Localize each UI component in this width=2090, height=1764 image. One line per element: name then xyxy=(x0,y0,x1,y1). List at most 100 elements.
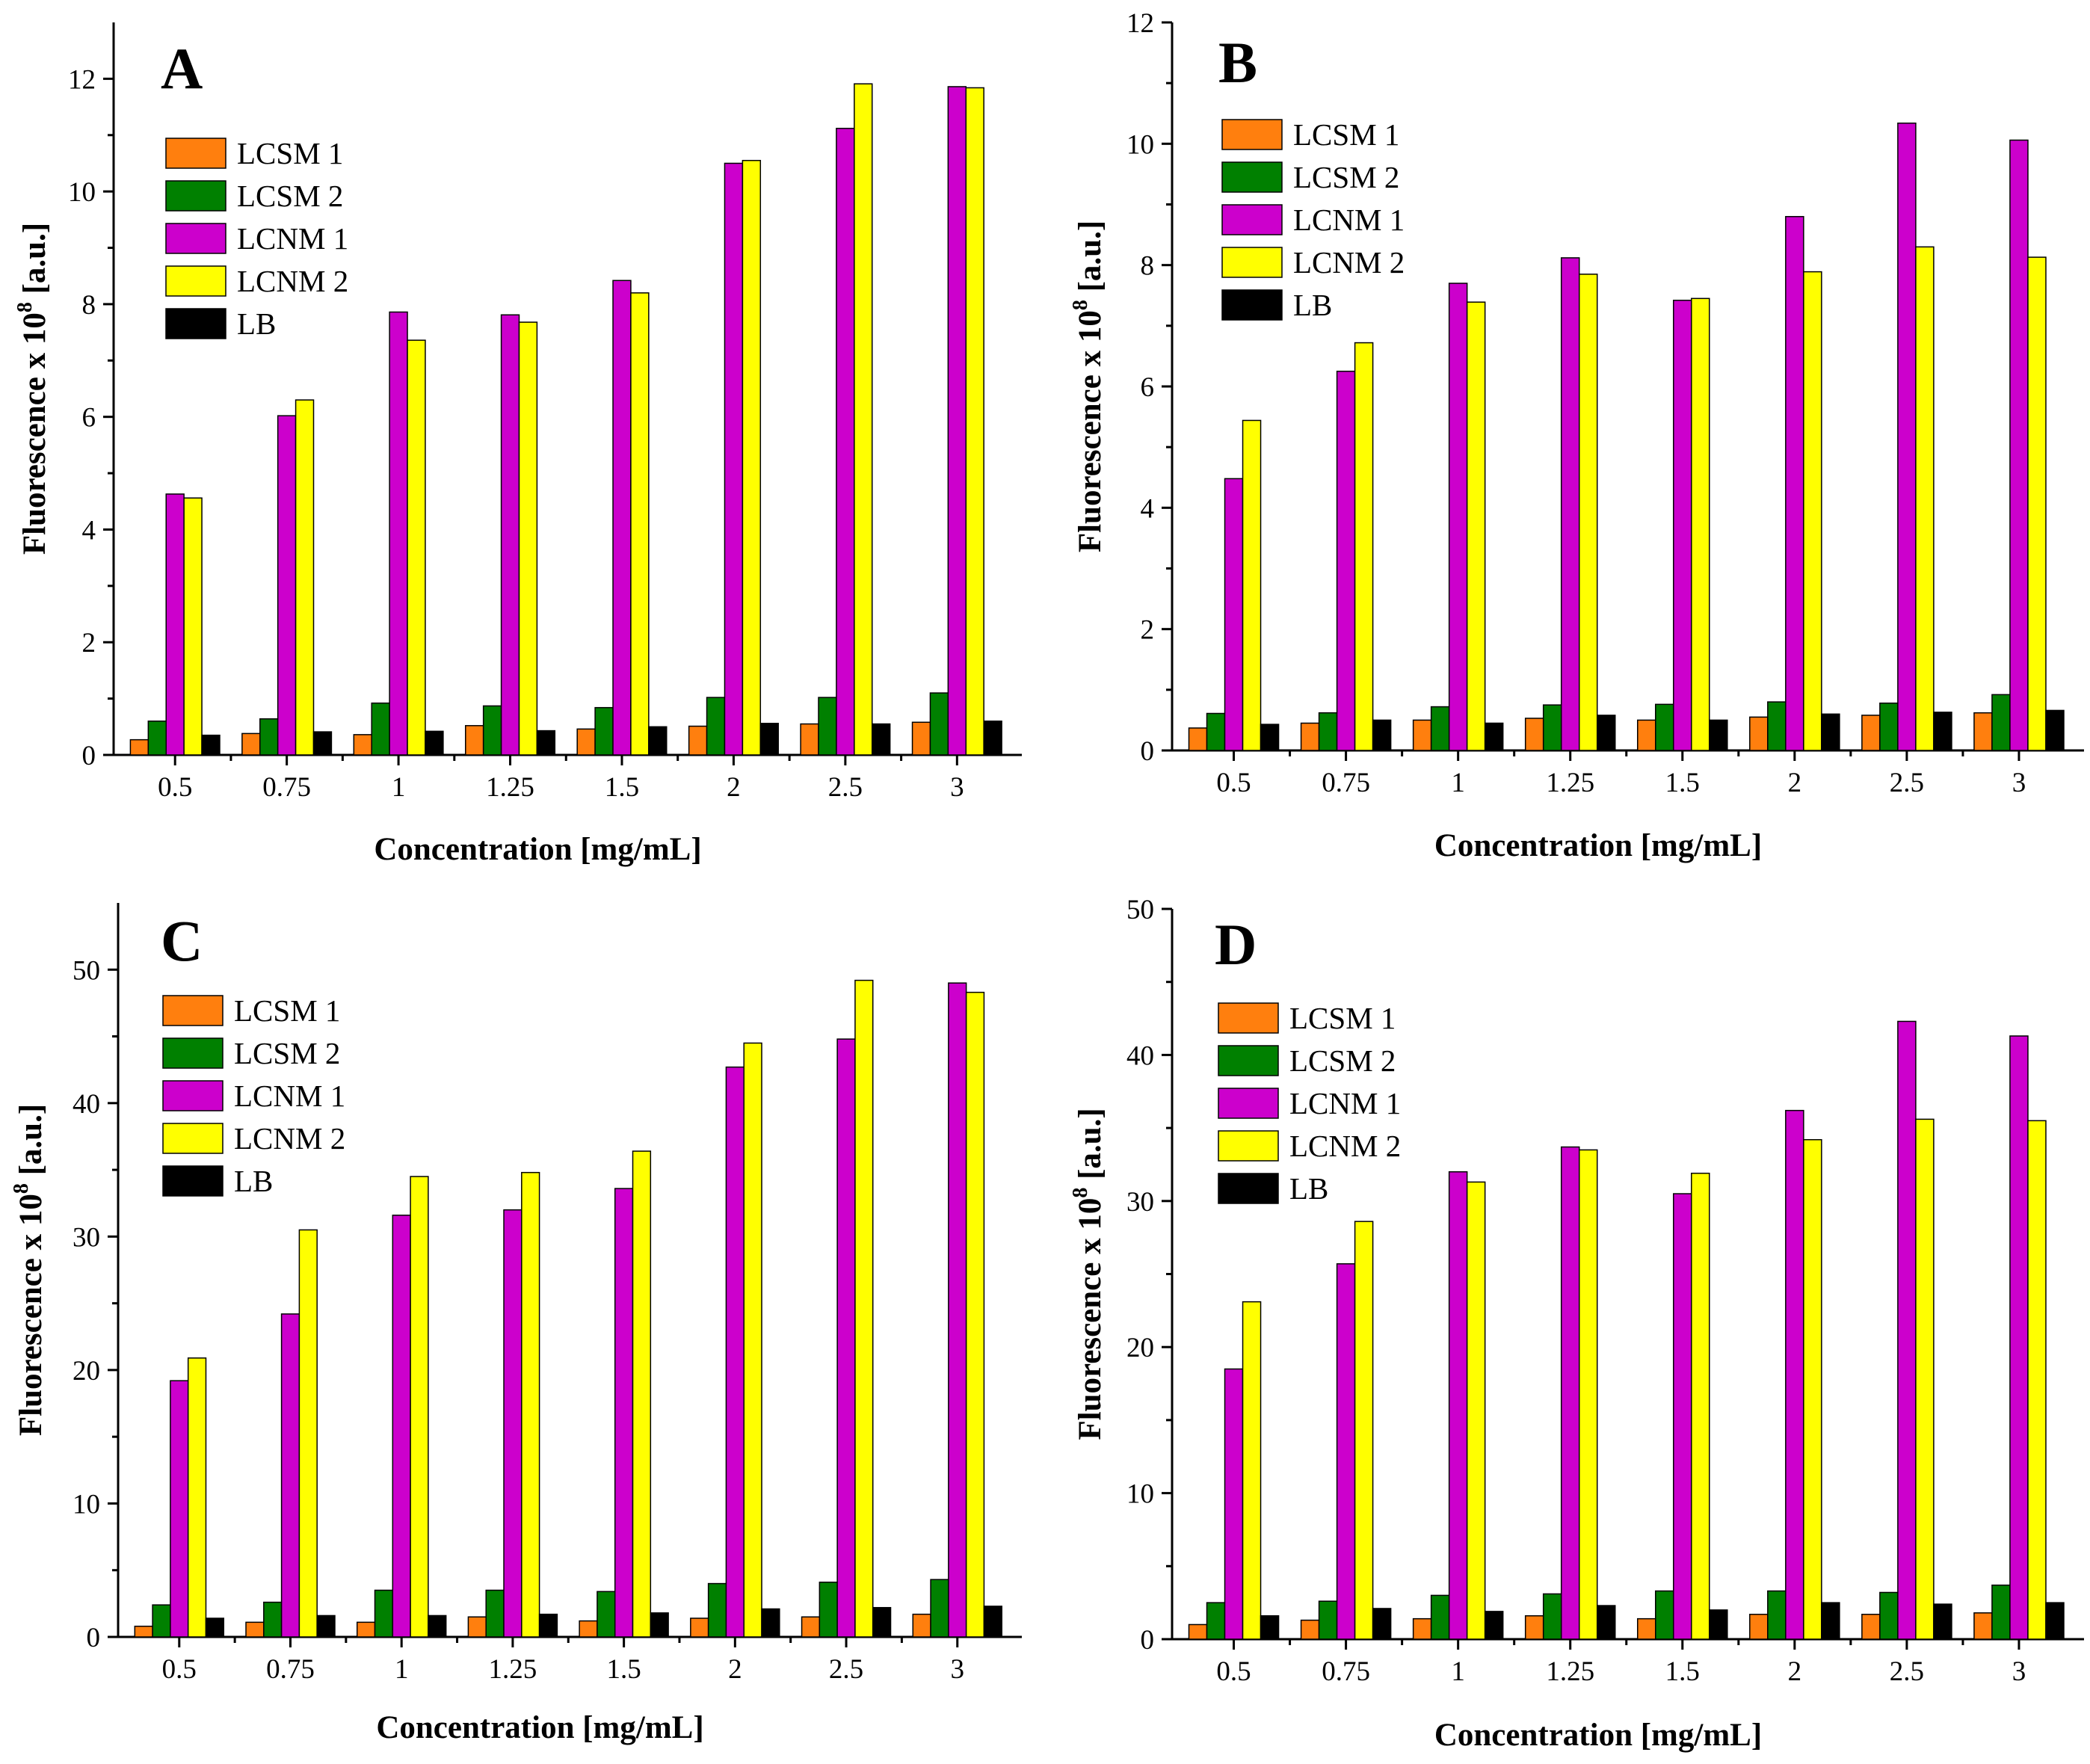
x-tick-label: 2 xyxy=(1788,1656,1802,1687)
x-axis-title: Concentration [mg/mL] xyxy=(376,1710,703,1745)
bar-lcnm-2 xyxy=(965,87,984,756)
y-axis-title-exponent: 8 xyxy=(1069,1188,1092,1198)
bar-lcsm-2 xyxy=(1991,694,2011,751)
bar-lcsm-2 xyxy=(1206,712,1226,751)
x-tick-label: 3 xyxy=(2012,768,2026,798)
bar-lcsm-2 xyxy=(1430,1594,1450,1640)
x-tick-label: 1 xyxy=(1451,1656,1465,1687)
bar-lcsm-2 xyxy=(597,1591,616,1638)
legend-label: LB xyxy=(1293,288,1332,322)
bar-lb xyxy=(1260,724,1280,751)
bar-lb xyxy=(1484,722,1504,751)
bar-lcnm-1 xyxy=(1560,257,1580,751)
legend-swatch xyxy=(1218,1002,1279,1034)
bar-lcnm-1 xyxy=(1897,1020,1917,1640)
bar-lcnm-2 xyxy=(1242,419,1262,751)
bar-lcsm-1 xyxy=(911,721,931,756)
chart-panel-D: 0 10 20 30 40 50 0.5 0.75 1 1.25 1.5 2 2.5 3 D Concentr… xyxy=(1069,895,2084,1753)
y-tick-label: 4 xyxy=(1141,493,1155,524)
bar-lcnm-1 xyxy=(1673,1193,1692,1640)
x-tick-label: 0.5 xyxy=(158,772,192,803)
legend-label: LCSM 2 xyxy=(1293,160,1399,194)
x-tick-label: 2.5 xyxy=(1890,768,1924,798)
bar-lcnm-2 xyxy=(1466,1181,1486,1640)
bar-lcnm-2 xyxy=(632,1150,652,1638)
bar-lcsm-2 xyxy=(259,718,279,756)
y-tick-label: 40 xyxy=(1126,1040,1154,1071)
x-tick-label: 1.5 xyxy=(605,772,639,803)
legend-label: LCNM 2 xyxy=(1289,1129,1401,1163)
bar-lcnm-1 xyxy=(1224,1368,1244,1640)
legend-swatch xyxy=(1218,1045,1279,1076)
bar-lcnm-1 xyxy=(280,1313,300,1638)
bar-lcnm-1 xyxy=(1224,478,1244,751)
bar-lcsm-2 xyxy=(1879,1591,1899,1640)
bar-lcsm-1 xyxy=(1861,1614,1881,1640)
y-tick-label: 30 xyxy=(1126,1187,1154,1218)
bar-lcnm-2 xyxy=(1242,1301,1262,1640)
bar-lcsm-2 xyxy=(1206,1602,1226,1640)
bar-lcsm-2 xyxy=(1655,1590,1674,1640)
panel-letter: B xyxy=(1218,30,1257,95)
bar-lcnm-1 xyxy=(1448,1171,1468,1640)
x-tick-label: 0.75 xyxy=(1322,1656,1370,1687)
bar-lcnm-2 xyxy=(1803,1138,1822,1640)
bar-lcnm-2 xyxy=(2027,1120,2047,1640)
x-tick-label: 1.5 xyxy=(1665,1656,1700,1687)
bar-lcnm-1 xyxy=(277,415,297,756)
bar-lcsm-1 xyxy=(1188,1623,1208,1640)
y-axis-title: Fluorescence x 108 [a.u.] xyxy=(10,1104,49,1436)
x-tick-label: 0.5 xyxy=(1216,768,1251,798)
bar-lb xyxy=(201,734,221,756)
legend-label: LCSM 2 xyxy=(234,1036,340,1070)
y-tick-label: 4 xyxy=(82,515,96,546)
bar-lb xyxy=(425,730,444,756)
chart-panel-B: 0 2 4 6 8 10 12 0.5 0.75 1 1.25 1.5 2 2.5 3 B Concentrat… xyxy=(1069,8,2084,863)
bar-lcsm-1 xyxy=(576,728,596,756)
y-tick-label: 0 xyxy=(82,741,96,771)
legend-swatch xyxy=(1221,204,1283,235)
legend-swatch xyxy=(1221,247,1283,278)
x-tick-label: 1.25 xyxy=(1546,768,1594,798)
bar-lcnm-2 xyxy=(295,399,315,756)
bar-lcsm-2 xyxy=(1430,706,1450,751)
bar-lcnm-2 xyxy=(1466,301,1486,751)
legend-label: LCNM 2 xyxy=(1293,245,1405,280)
bar-lcnm-1 xyxy=(836,127,855,756)
bar-lcnm-2 xyxy=(1354,342,1374,751)
legend-label: LB xyxy=(237,306,276,341)
bar-lcnm-1 xyxy=(165,493,185,756)
bar-lcsm-1 xyxy=(241,733,261,756)
legend-label: LCNM 1 xyxy=(1293,203,1405,237)
x-tick-label: 0.75 xyxy=(1322,768,1370,798)
bar-lcsm-1 xyxy=(579,1620,598,1638)
bar-lcnm-2 xyxy=(521,1171,540,1638)
bar-lcnm-1 xyxy=(170,1380,189,1638)
x-axis-title: Concentration [mg/mL] xyxy=(1434,1718,1762,1753)
y-tick-label: 0 xyxy=(87,1623,101,1653)
legend-label: LB xyxy=(1289,1171,1328,1206)
bar-lcsm-2 xyxy=(482,705,502,756)
legend-swatch xyxy=(1218,1088,1279,1119)
legend-label: LCNM 1 xyxy=(1289,1086,1401,1120)
bar-lcsm-2 xyxy=(1655,703,1674,751)
bar-lcnm-2 xyxy=(1578,274,1598,751)
legend: LCSM 1 LCSM 2 LCNM 1 LCNM 2 LB xyxy=(1221,117,1405,322)
y-tick-label: 20 xyxy=(1126,1333,1154,1363)
y-tick-label: 10 xyxy=(68,177,96,208)
x-tick-label: 3 xyxy=(2012,1656,2026,1687)
bar-lb xyxy=(536,730,556,756)
chart-panel-A: 0 2 4 6 8 10 12 0.5 0.75 1 1.25 1.5 2 2.5 3 A Concentrat… xyxy=(13,22,1022,867)
x-tick-label: 1.25 xyxy=(1546,1656,1594,1687)
bar-lcsm-1 xyxy=(690,1617,709,1638)
bar-lb xyxy=(312,731,333,756)
bar-lcsm-1 xyxy=(688,725,708,756)
bar-lcnm-1 xyxy=(389,311,408,756)
legend-swatch xyxy=(162,1123,224,1154)
x-tick-label: 1.5 xyxy=(606,1654,641,1685)
bar-lcsm-2 xyxy=(152,1604,171,1638)
bar-lcnm-2 xyxy=(1578,1149,1598,1640)
bar-lcnm-1 xyxy=(1897,122,1917,751)
bar-lcsm-2 xyxy=(263,1601,283,1638)
x-tick-label: 3 xyxy=(950,772,964,803)
